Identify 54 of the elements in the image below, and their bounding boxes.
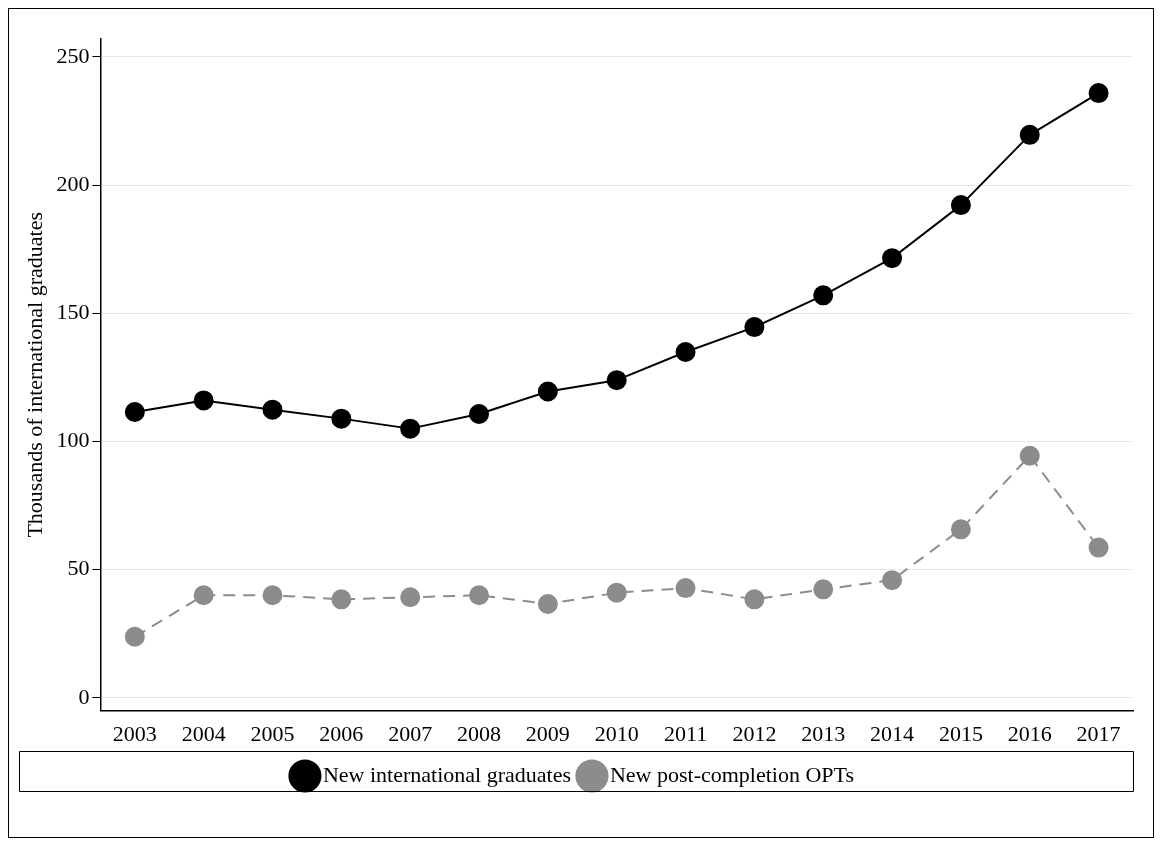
point <box>469 585 490 606</box>
point <box>400 587 421 608</box>
point <box>537 593 558 614</box>
y-tick-label: 200 <box>56 170 90 196</box>
x-tick-label: 2011 <box>663 720 708 746</box>
y-tick-label: 0 <box>78 683 90 709</box>
point <box>537 381 558 402</box>
x-tick-label: 2004 <box>181 720 226 746</box>
y-tick-label: 250 <box>56 42 90 68</box>
x-tick-label: 2003 <box>112 720 157 746</box>
point <box>193 390 214 411</box>
x-tick-label: 2006 <box>319 720 364 746</box>
x-tick-label: 2008 <box>457 720 502 746</box>
point <box>1019 445 1040 466</box>
point <box>124 626 145 647</box>
x-tick-label: 2015 <box>938 720 983 746</box>
x-tick-label: 2014 <box>870 720 915 746</box>
point <box>675 578 696 599</box>
point <box>1019 124 1040 145</box>
point <box>950 195 971 216</box>
x-tick-label: 2013 <box>801 720 846 746</box>
point <box>813 579 834 600</box>
point <box>813 285 834 306</box>
x-tick-label: 2007 <box>388 720 433 746</box>
point <box>744 317 765 338</box>
point <box>675 341 696 362</box>
y-tick-label: 100 <box>56 427 90 453</box>
x-tick-label: 2009 <box>525 720 570 746</box>
point <box>1088 537 1109 558</box>
point <box>193 585 214 606</box>
legend-label: New post-completion OPTs <box>609 761 855 787</box>
point <box>744 589 765 610</box>
point <box>124 401 145 422</box>
x-tick-label: 2017 <box>1076 720 1121 746</box>
point <box>606 370 627 391</box>
x-tick-label: 2016 <box>1007 720 1052 746</box>
point <box>400 418 421 439</box>
y-tick-label: 150 <box>56 299 90 325</box>
y-tick-label: 50 <box>67 555 90 581</box>
point <box>882 570 903 591</box>
point <box>1088 83 1109 104</box>
point <box>331 408 352 429</box>
x-tick-label: 2012 <box>732 720 777 746</box>
x-tick-label: 2010 <box>594 720 639 746</box>
point <box>950 519 971 540</box>
x-tick-label: 2005 <box>250 720 295 746</box>
point <box>469 404 490 425</box>
point <box>262 399 283 420</box>
point <box>606 582 627 603</box>
point <box>882 248 903 269</box>
point <box>331 589 352 610</box>
y-axis-title: Thousands of international graduates <box>21 211 47 538</box>
legend-label: New international graduates <box>322 761 571 787</box>
point <box>262 585 283 606</box>
